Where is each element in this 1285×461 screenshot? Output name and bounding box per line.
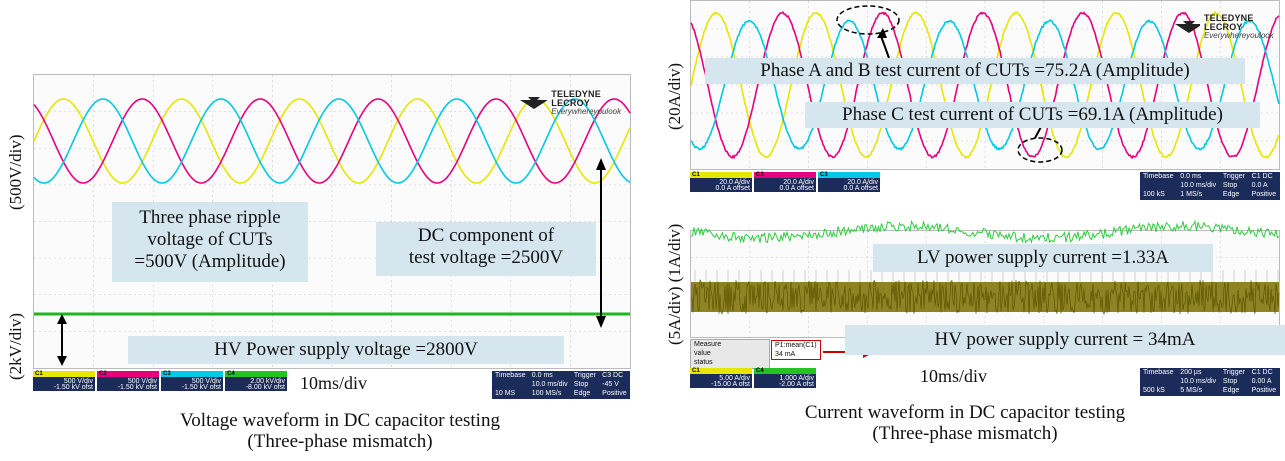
timebase-cell: 100 MS/s	[532, 390, 568, 399]
dc-arrowhead-down	[596, 316, 606, 328]
timebase-cell: 0.0 A	[1252, 182, 1277, 191]
right-timebase-label: 10ms/div	[920, 366, 987, 387]
right-bottom-channel-c1[interactable]: C1 5.00 A/div -15.00 A ofst	[690, 368, 752, 388]
timebase-cell: 500 kS	[1143, 387, 1174, 396]
hv-current-annotation: HV power supply current = 34mA	[845, 325, 1285, 355]
timebase-cell	[1143, 378, 1174, 387]
right-top-timebase-box: Timebase 0.0 ms Trigger C1 DC 10.0 ms/div Sto…	[1140, 172, 1280, 200]
right-current-panel: (20A/div) (5A/div) (1A/div) TELEDYNE LEC…	[655, 0, 1285, 461]
right-caption: Current waveform in DC capacitor testing…	[735, 402, 1195, 445]
timebase-cell: 5 MS/s	[1180, 387, 1217, 396]
timebase-cell: Stop	[1223, 182, 1246, 191]
right-bottom-timebase-box: Timebase 200 µs Trigger C1 DC 10.0 ms/div Sto…	[1140, 368, 1280, 396]
timebase-cell: Timebase	[495, 372, 526, 381]
phase-ab-annotation: Phase A and B test current of CUTs =75.2…	[705, 58, 1245, 84]
timebase-cell: C3 DC	[602, 372, 627, 381]
timebase-cell: Timebase	[1143, 369, 1174, 378]
logo-line1: TELEDYNE LECROY	[1204, 14, 1285, 32]
timebase-cell: Trigger	[574, 372, 596, 381]
timebase-cell: 100 kS	[1143, 191, 1174, 200]
left-channel-c1[interactable]: C1 500 V/div -1.50 kV ofst	[33, 371, 95, 391]
logo-line1: TELEDYNE LECROY	[551, 90, 640, 108]
left-channel-c2[interactable]: C2 500 V/div -1.50 kV ofst	[97, 371, 159, 391]
left-timebase-box: Timebase 0.0 ms Trigger C3 DC 10.0 ms/div Sto…	[492, 371, 630, 399]
left-channel-c4[interactable]: C4 2.00 kV/div -8.00 kV ofst	[225, 371, 287, 391]
logo-line2: Everywhereyoulook	[551, 108, 640, 116]
timebase-cell	[1143, 182, 1174, 191]
left-channel-strip: C1 500 V/div -1.50 kV ofst C2 500 V/div -1.50…	[33, 371, 287, 391]
hv-voltage-annotation: HV Power supply voltage =2800V	[128, 336, 564, 364]
timebase-cell: 10 MS	[495, 390, 526, 399]
timebase-cell: Stop	[574, 381, 596, 390]
left-caption: Voltage waveform in DC capacitor testing…	[110, 410, 570, 453]
timebase-cell: C1 DC	[1252, 369, 1277, 378]
right-bottom-channel-strip: C1 5.00 A/div -15.00 A ofst C4 1.000 A/div -2…	[690, 368, 816, 388]
right-top-channel-c3[interactable]: C3 20.0 A/div 0.0 A offset	[818, 172, 880, 192]
timebase-cell: 0.0 ms	[532, 372, 568, 381]
measure-value-box: P1:mean(C1) 34 mA	[771, 340, 821, 360]
teledyne-logo-icon	[520, 97, 547, 109]
measure-panel: Measure value status	[690, 339, 770, 369]
timebase-cell: 1 MS/s	[1180, 191, 1217, 200]
peak-ab-arrow	[881, 36, 889, 58]
timebase-cell: Edge	[1223, 387, 1246, 396]
timebase-cell: Edge	[1223, 191, 1246, 200]
timebase-cell: 10.0 ms/div	[532, 381, 568, 390]
ripple-annotation: Three phase ripple voltage of CUTs =500V (…	[112, 202, 308, 282]
timebase-cell	[495, 381, 526, 390]
logo-line2: Everywhereyoulook	[1204, 32, 1285, 40]
dc-arrowhead-up	[596, 158, 606, 170]
right-top-channel-c2[interactable]: C2 20.0 A/div 0.0 A offset	[754, 172, 816, 192]
left-timebase-label: 10ms/div	[300, 373, 367, 394]
timebase-cell: 0.00 A	[1252, 378, 1277, 387]
timebase-cell: 10.0 ms/div	[1180, 182, 1217, 191]
right-top-channel-c1[interactable]: C1 20.0 A/div 0.0 A offset	[690, 172, 752, 192]
lv-current-annotation: LV power supply current =1.33A	[873, 244, 1213, 272]
right-logo: TELEDYNE LECROY Everywhereyoulook	[1175, 14, 1285, 40]
timebase-cell: Edge	[574, 390, 596, 399]
timebase-cell: Timebase	[1143, 173, 1174, 182]
phase-c-annotation: Phase C test current of CUTs =69.1A (Amp…	[805, 102, 1260, 128]
timebase-cell: 200 µs	[1180, 369, 1217, 378]
left-channel-c3[interactable]: C3 500 V/div -1.50 kV ofst	[161, 371, 223, 391]
timebase-cell: 10.0 ms/div	[1180, 378, 1217, 387]
dc-annotation: DC component of test voltage =2500V	[376, 222, 596, 276]
timebase-cell: Stop	[1223, 378, 1246, 387]
teledyne-logo-icon	[1175, 21, 1200, 33]
timebase-cell: -45 V	[602, 381, 627, 390]
timebase-cell: 0.0 ms	[1180, 173, 1217, 182]
timebase-cell: Positive	[602, 390, 627, 399]
left-voltage-panel: (500V/div) (2kV/div) TELEDYNE LECROY Ever…	[0, 0, 640, 461]
timebase-cell: Positive	[1252, 387, 1277, 396]
right-bottom-channel-c4[interactable]: C4 1.000 A/div -2.00 A ofst	[754, 368, 816, 388]
left-logo: TELEDYNE LECROY Everywhereyoulook	[520, 90, 640, 116]
timebase-cell: Positive	[1252, 191, 1277, 200]
timebase-cell: C1 DC	[1252, 173, 1277, 182]
timebase-cell: Trigger	[1223, 369, 1246, 378]
right-top-channel-strip: C1 20.0 A/div 0.0 A offset C2 20.0 A/div 0.0 …	[690, 172, 880, 192]
hv-arrowhead-down	[57, 356, 67, 366]
timebase-cell: Trigger	[1223, 173, 1246, 182]
